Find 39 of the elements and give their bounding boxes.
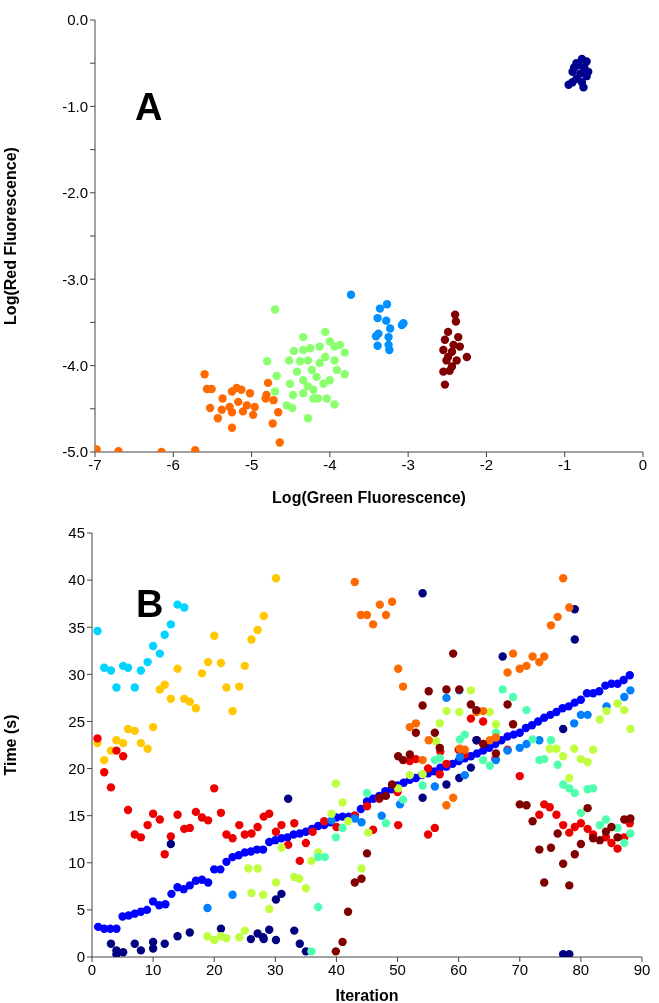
x-tick-label: 60 — [450, 960, 468, 978]
y-axis-title: Time (s) — [1, 714, 19, 776]
x-tick-label: 30 — [266, 960, 284, 978]
y-tick-label: 15 — [68, 806, 85, 824]
y-tick-label: -2.0 — [62, 184, 88, 202]
x-tick-label: -7 — [88, 455, 102, 473]
y-axis-title: Log(Red Fluorescence) — [1, 147, 19, 325]
x-tick-label: -5 — [244, 455, 259, 473]
y-tick-label: 45 — [68, 524, 85, 542]
x-tick-label: -4 — [323, 455, 337, 473]
y-tick-label: 5 — [76, 901, 85, 919]
x-tick-label: 0 — [638, 455, 648, 473]
text: A — [135, 86, 163, 128]
x-tick-label: 80 — [572, 960, 590, 978]
y-tick-label: -4.0 — [62, 356, 88, 374]
x-tick-label: 70 — [511, 960, 529, 978]
x-tick-label: 10 — [144, 960, 162, 978]
y-tick-label: 10 — [68, 854, 85, 872]
y-tick-label: 20 — [68, 759, 85, 777]
y-tick-label: 35 — [68, 618, 85, 636]
y-tick-label: 25 — [68, 712, 85, 730]
y-tick-label: -5.0 — [62, 443, 88, 461]
x-tick-label: -1 — [558, 455, 572, 473]
y-tick-label: 30 — [68, 665, 85, 683]
y-tick-label: 0 — [76, 948, 85, 966]
x-tick-label: 90 — [633, 960, 651, 978]
x-axis-title: Log(Green Fluorescence) — [272, 489, 466, 506]
x-tick-label: 50 — [389, 960, 406, 978]
y-tick-label: -1.0 — [62, 97, 88, 115]
x-tick-label: 40 — [328, 960, 345, 978]
text: B — [136, 583, 164, 625]
x-tick-label: -3 — [401, 455, 415, 473]
x-tick-label: 20 — [205, 960, 223, 978]
x-axis-title: Iteration — [335, 987, 399, 1003]
y-tick-label: -3.0 — [62, 270, 88, 288]
x-tick-label: -2 — [479, 455, 494, 473]
y-tick-label: 40 — [68, 571, 85, 589]
x-tick-label: -6 — [166, 455, 180, 473]
y-tick-label: 0.0 — [67, 11, 88, 29]
